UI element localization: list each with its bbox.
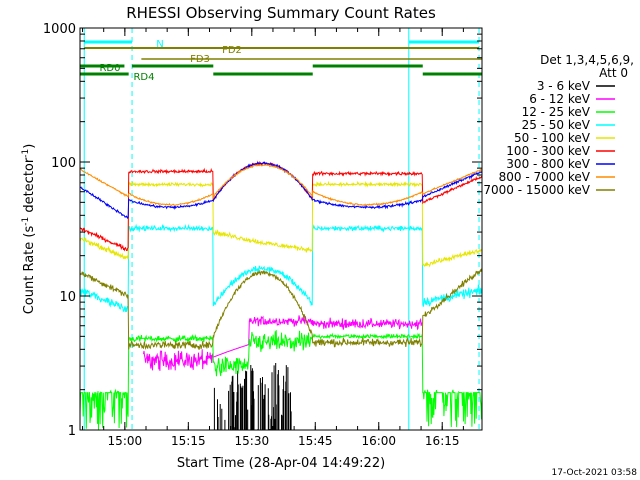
footer-timestamp: 17-Oct-2021 03:58 (552, 468, 638, 478)
flag-label-rd4: RD4 (133, 72, 154, 83)
legend-header-attenuator: Att 0 (599, 66, 628, 80)
y-tick-label: 1 (68, 424, 76, 439)
y-tick-label: 100 (51, 156, 76, 171)
legend-label-3: 25 - 50 keV (522, 118, 591, 132)
flag-label-fd2: FD2 (222, 45, 242, 56)
flag-label-n: N (156, 39, 163, 50)
legend-label-5: 100 - 300 keV (506, 144, 590, 158)
x-tick-label: 15:15 (171, 434, 206, 448)
x-tick-label: 15:45 (298, 434, 333, 448)
series-line-6 (80, 161, 482, 219)
x-tick-label: 15:00 (108, 434, 143, 448)
y-tick-label: 10 (59, 290, 76, 305)
legend-label-2: 12 - 25 keV (522, 105, 591, 119)
series-line-2 (80, 330, 482, 430)
series-line-0 (213, 363, 292, 430)
y-tick-label: 1000 (43, 22, 76, 37)
x-tick-label: 15:30 (235, 434, 270, 448)
chart-title: RHESSI Observing Summary Count Rates (126, 4, 436, 22)
y-axis-label: Count Rate (s-1 detector-1) (21, 144, 37, 315)
legend-label-7: 800 - 7000 keV (499, 170, 591, 184)
x-axis-label: Start Time (28-Apr-04 14:49:22) (177, 456, 385, 471)
x-tick-label: 16:15 (425, 434, 460, 448)
series-line-8 (80, 268, 482, 350)
flag-label-rd0: RD0 (99, 63, 120, 74)
flag-label-fd3: FD3 (190, 54, 210, 65)
series-line-3 (80, 223, 482, 312)
legend-label-4: 50 - 100 keV (514, 131, 591, 145)
series-line-7 (80, 164, 482, 207)
legend-label-8: 7000 - 15000 keV (483, 183, 590, 197)
legend-label-0: 3 - 6 keV (537, 79, 591, 93)
x-tick-label: 16:00 (361, 434, 396, 448)
legend-label-6: 300 - 800 keV (506, 157, 590, 171)
legend-header-detectors: Det 1,3,4,5,6,9, (540, 53, 634, 67)
plot-frame (79, 27, 483, 431)
series-line-4 (80, 180, 482, 268)
legend-label-1: 6 - 12 keV (529, 92, 591, 106)
series-line-1 (143, 315, 423, 371)
